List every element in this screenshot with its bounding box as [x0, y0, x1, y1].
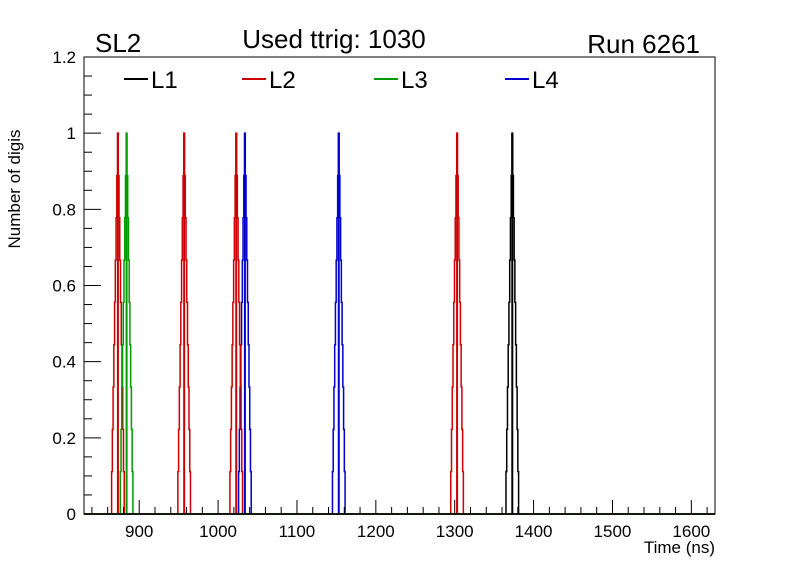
y-tick-label: 0.2 — [52, 429, 76, 448]
y-tick-label: 0 — [67, 505, 76, 524]
legend-label-l1: L1 — [151, 67, 178, 94]
y-tick-label: 0.4 — [52, 353, 76, 372]
x-tick-label: 1400 — [515, 522, 553, 541]
y-tick-label: 1 — [67, 124, 76, 143]
x-tick-label: 1000 — [199, 522, 237, 541]
chart-title-right: Run 6261 — [587, 29, 700, 59]
y-tick-label: 0.8 — [52, 200, 76, 219]
y-tick-label: 0.6 — [52, 277, 76, 296]
x-tick-label: 1300 — [436, 522, 474, 541]
x-tick-label: 1100 — [279, 522, 316, 541]
legend-label-l4: L4 — [532, 67, 559, 94]
y-axis: 0 0.2 0.4 0.6 0.8 1 1.2 — [52, 48, 101, 524]
x-tick-label: 1500 — [594, 522, 632, 541]
legend: L1 L2 L3 L4 — [124, 67, 559, 94]
x-tick-label: 1200 — [357, 522, 395, 541]
y-tick-label: 1.2 — [52, 48, 76, 67]
legend-label-l2: L2 — [269, 67, 296, 94]
x-axis: 900 1000 1100 1200 1300 1400 1500 1600 — [91, 500, 710, 541]
x-axis-label: Time (ns) — [644, 538, 715, 557]
chart-title-left: SL2 — [95, 28, 141, 58]
x-tick-label: 1600 — [672, 522, 710, 541]
legend-label-l3: L3 — [401, 67, 428, 94]
x-tick-label: 900 — [125, 522, 153, 541]
chart-title-center: Used ttrig: 1030 — [242, 24, 426, 54]
y-axis-label: Number of digis — [5, 129, 24, 248]
